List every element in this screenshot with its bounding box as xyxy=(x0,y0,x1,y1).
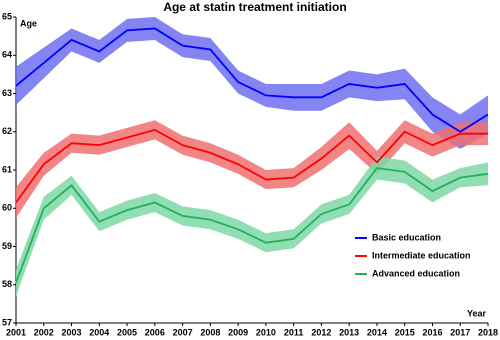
y-tick-label: 62 xyxy=(2,126,12,136)
confidence-band xyxy=(16,156,488,297)
y-tick-label: 57 xyxy=(2,317,12,327)
x-tick-label: 2015 xyxy=(395,327,415,337)
x-tick-label: 2001 xyxy=(6,327,26,337)
legend-label: Basic education xyxy=(372,232,441,242)
series-line xyxy=(15,167,489,284)
x-tick-label: 2011 xyxy=(284,327,304,337)
x-tick-label: 2012 xyxy=(311,327,331,337)
series-line xyxy=(15,128,488,204)
y-tick-label: 58 xyxy=(2,279,12,289)
x-tick-label: 2016 xyxy=(422,327,442,337)
x-tick-label: 2009 xyxy=(228,327,248,337)
legend-label: Advanced education xyxy=(372,268,460,278)
confidence-band xyxy=(16,120,488,218)
series-line xyxy=(15,27,489,133)
x-tick-label: 2005 xyxy=(117,327,137,337)
y-tick-label: 63 xyxy=(2,88,12,98)
y-tick-label: 59 xyxy=(2,241,12,251)
x-tick-label: 2007 xyxy=(173,327,193,337)
chart-title: Age at statin treatment initiation xyxy=(163,0,346,14)
y-tick-label: 60 xyxy=(2,203,12,213)
x-tick-label: 2010 xyxy=(256,327,276,337)
x-tick-label: 2017 xyxy=(450,327,470,337)
y-tick-label: 65 xyxy=(2,11,12,21)
x-tick-label: 2013 xyxy=(339,327,359,337)
x-tick-label: 2006 xyxy=(145,327,165,337)
confidence-band xyxy=(16,17,488,149)
y-tick-label: 61 xyxy=(2,164,12,174)
x-tick-label: 2014 xyxy=(367,327,387,337)
x-tick-label: 2004 xyxy=(89,327,109,337)
x-tick-label: 2018 xyxy=(478,327,498,337)
y-tick-label: 64 xyxy=(2,50,12,60)
y-axis-label: Age xyxy=(20,18,37,28)
x-tick-label: 2008 xyxy=(200,327,220,337)
x-axis-label: Year xyxy=(467,308,487,318)
x-tick-label: 2003 xyxy=(62,327,82,337)
x-tick-label: 2002 xyxy=(34,327,54,337)
legend-label: Intermediate education xyxy=(372,250,471,260)
